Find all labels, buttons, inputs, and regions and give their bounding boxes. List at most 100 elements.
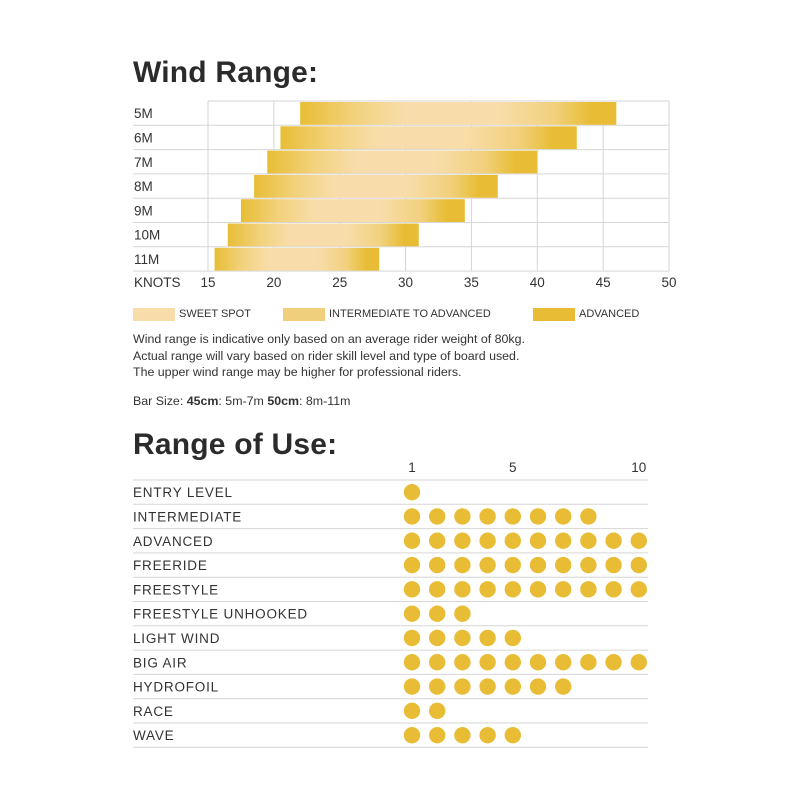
x-axis-label: KNOTS [134,275,181,290]
rating-dot [504,556,521,574]
legend-label-advanced: ADVANCED [579,308,640,320]
kite-size-label: 8M [134,179,153,194]
bar-size-range-a: : 5m-7m [218,394,268,408]
legend-label-sweet-spot: SWEET SPOT [179,308,251,320]
rating-dot [529,532,547,549]
bar-size-b: 50cm [267,394,300,408]
rating-dot [454,726,471,744]
kite-size-label: 11M [134,252,159,267]
rating-dot [504,678,521,695]
rating-dot [580,508,597,525]
scale-tick-label: 10 [631,460,646,475]
rating-dot [555,654,572,671]
legend-label-intermediate: INTERMEDIATE TO ADVANCED [329,308,491,320]
rating-dot [504,654,521,671]
bar-size-a: 45cm [186,394,219,408]
wind-bar-7m [267,150,538,174]
rating-dot [429,678,446,695]
rating-dot [605,556,622,574]
rating-dot [479,629,496,647]
rating-dot [429,654,446,671]
legend-swatch-advanced [533,307,575,321]
x-tick-label: 45 [596,275,611,290]
bar-size-prefix: Bar Size: [133,394,187,408]
rating-dot [454,532,471,549]
rating-dot [605,654,622,671]
use-category-label: RACE [133,704,174,719]
bar-size-range-b: : 8m-11m [299,394,351,408]
rating-dot [605,581,622,598]
use-category-label: FREESTYLE [133,582,219,597]
rating-dot [504,508,521,525]
x-tick-label: 35 [464,275,479,290]
kite-size-label: 9M [134,203,153,218]
rating-dot [504,629,521,647]
rating-dot [479,678,496,695]
rating-dot [504,532,521,549]
legend-sweet-spot: SWEET SPOT [133,305,251,323]
x-tick-label: 15 [200,275,215,290]
rating-dot [429,629,446,647]
wind-bar-9m [240,199,465,222]
rating-dot [580,581,597,598]
use-category-label: INTERMEDIATE [133,509,242,524]
rating-dot [454,508,471,525]
rating-dot [555,532,572,549]
rating-dot [454,678,471,695]
rating-dot [429,581,446,598]
use-category-label: ADVANCED [133,534,213,549]
rating-dot [529,556,547,574]
rating-dot [403,556,421,574]
rating-dot [555,678,572,695]
scale-tick-label: 1 [408,460,416,475]
legend-advanced: ADVANCED [533,305,639,323]
range-of-use-title: Range of Use: [133,428,338,461]
rating-dot [429,605,446,622]
rating-dot [429,556,446,574]
use-category-label: WAVE [133,728,174,743]
use-category-label: BIG AIR [133,655,187,670]
legend-intermediate: INTERMEDIATE TO ADVANCED [283,305,491,323]
wind-bar-10m [227,223,419,247]
rating-dot [403,532,421,549]
wind-range-title: Wind Range: [133,56,319,89]
bar-size-text: Bar Size: 45cm: 5m-7m 50cm: 8m-11m [133,394,350,408]
rating-dot [479,508,496,525]
kite-size-label: 5M [134,106,153,121]
rating-dot [454,605,471,622]
kite-size-label: 7M [134,155,153,170]
rating-dot [454,629,471,647]
rating-dot [580,654,597,671]
rating-dot [555,581,572,598]
rating-dot [529,508,547,525]
rating-dot [429,508,446,525]
use-category-label: LIGHT WIND [133,631,220,646]
note-line: The upper wind range may be higher for p… [133,365,462,379]
rating-dot [630,654,647,671]
rating-dot [479,556,496,574]
rating-dot [529,654,547,671]
rating-dot [429,532,446,549]
wind-range-chart: 5M 6M 7M 8M 9M 10M 11M KNOTS 15 20 25 30 35 40 45 50 [133,100,677,290]
rating-dot [555,556,572,574]
rating-dot [403,508,421,525]
rating-dot [403,605,421,622]
legend-swatch-intermediate [283,307,325,321]
note-line: Wind range is indicative only based on a… [133,332,525,346]
wind-bar-5m [300,102,617,125]
rating-dot [630,556,647,574]
rating-dot [504,581,521,598]
rating-dot [529,678,547,695]
x-tick-label: 40 [530,275,545,290]
x-tick-label: 50 [661,275,676,290]
rating-dot [580,556,597,574]
rating-dot [403,581,421,598]
rating-dot [429,726,446,744]
rating-dot [555,508,572,525]
rating-dot [454,654,471,671]
rating-dot [403,702,421,720]
use-category-label: FREESTYLE UNHOOKED [133,607,308,622]
rating-dot [479,581,496,598]
x-tick-label: 20 [266,275,281,290]
wind-range-notes: Wind range is indicative only based on a… [133,331,525,381]
